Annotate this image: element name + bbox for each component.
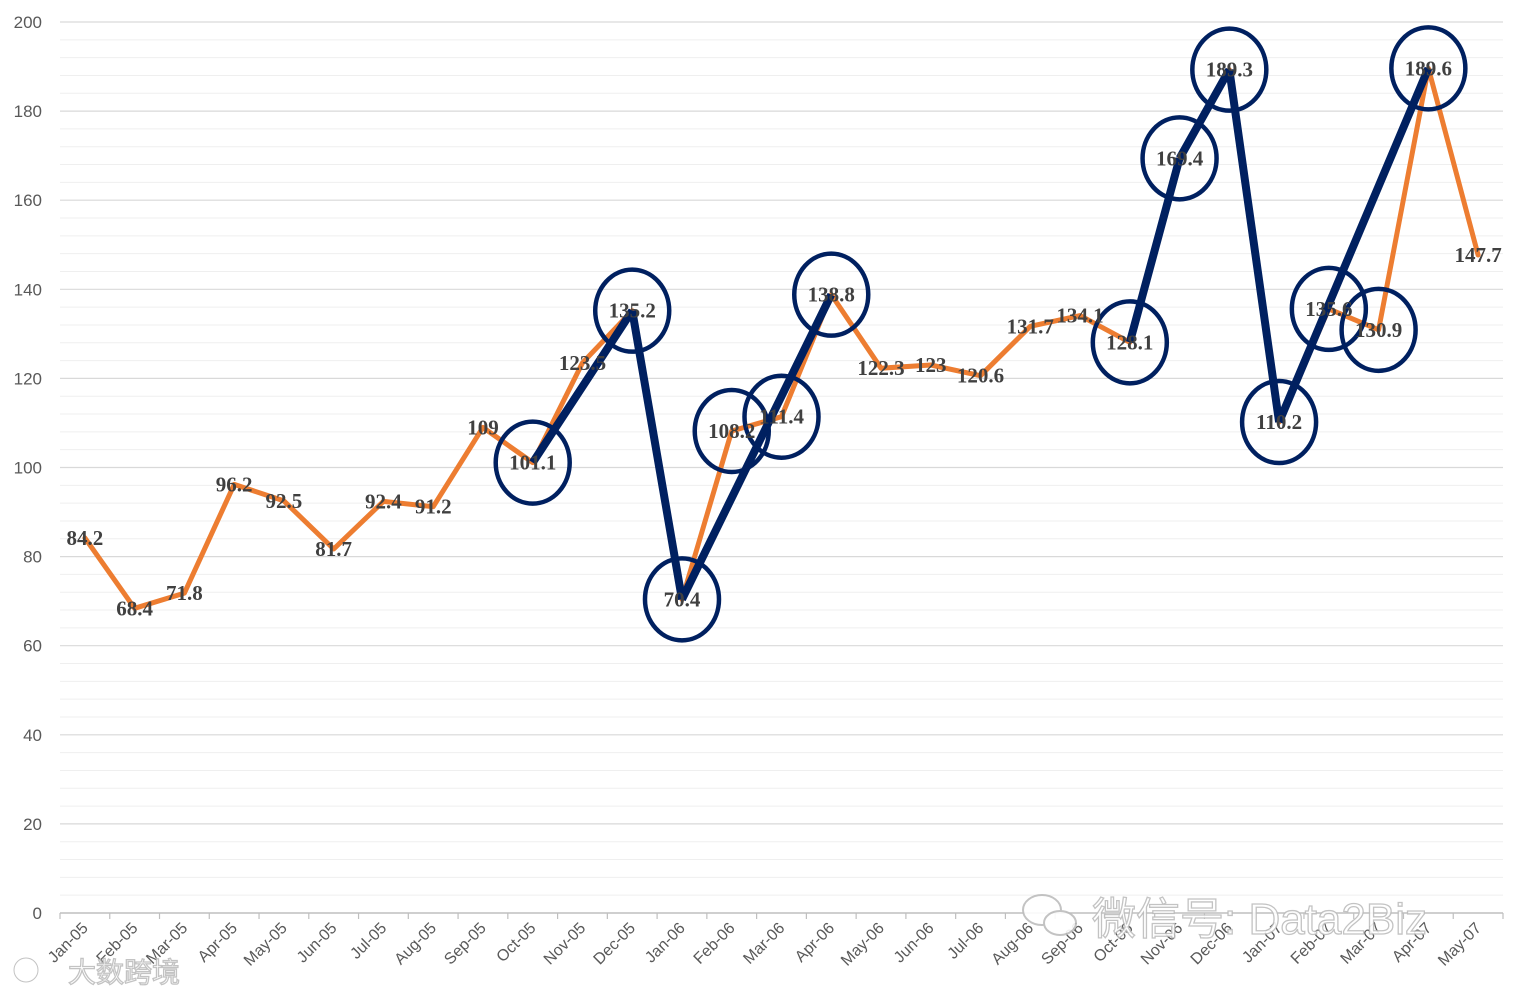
y-tick-label: 100 — [14, 459, 42, 478]
highlight-circle — [792, 251, 871, 338]
x-tick-label: Aug-05 — [392, 920, 441, 969]
data-label: 123.5 — [559, 351, 606, 375]
x-tick-label: Dec-05 — [591, 920, 640, 969]
highlight-circle — [1389, 25, 1468, 112]
watermark-top-text: 微信号: Data2Biz — [1092, 895, 1427, 944]
data-label: 81.7 — [315, 537, 352, 561]
trend-segment — [529, 308, 636, 465]
highlight-circle — [1190, 26, 1269, 113]
data-label: 92.4 — [365, 489, 402, 513]
wechat-icon — [1022, 894, 1077, 936]
data-label: 130.9 — [1355, 318, 1402, 342]
highlight-circle — [692, 387, 771, 475]
data-label: 134.1 — [1056, 304, 1103, 328]
highlight-circle — [1339, 286, 1418, 374]
y-tick-label: 0 — [33, 904, 42, 923]
data-label: 109 — [467, 415, 499, 439]
x-tick-label: Sep-05 — [441, 920, 490, 969]
data-label: 189.3 — [1206, 58, 1253, 82]
highlight-circle — [742, 373, 821, 460]
x-tick-label: Apr-06 — [792, 920, 838, 966]
data-label: 68.4 — [116, 596, 153, 620]
data-label: 108.2 — [708, 419, 755, 443]
x-tick-label: May-05 — [241, 920, 291, 970]
data-label: 120.6 — [957, 364, 1004, 388]
data-label: 122.3 — [857, 356, 904, 380]
data-label: 70.4 — [664, 587, 701, 611]
highlight-circle — [642, 556, 722, 643]
x-tick-label: Oct-05 — [494, 920, 540, 966]
annotations — [493, 25, 1468, 643]
y-tick-label: 20 — [23, 815, 42, 834]
trend-segment — [1275, 66, 1433, 424]
data-label: 91.2 — [415, 495, 452, 519]
highlight-circle — [493, 419, 572, 506]
highlight-circle — [1289, 265, 1369, 353]
x-tick-label: Nov-05 — [541, 920, 590, 969]
y-tick-label: 120 — [14, 369, 42, 388]
data-label: 110.2 — [1256, 410, 1302, 434]
x-tick-label: Jun-05 — [294, 920, 341, 967]
data-label: 92.5 — [266, 489, 303, 513]
x-tick-label: Apr-05 — [195, 920, 241, 966]
data-label: 169.4 — [1156, 146, 1204, 170]
highlight-circle — [592, 267, 672, 354]
x-tick-label: Jul-06 — [945, 920, 988, 963]
data-label: 111.4 — [759, 405, 804, 429]
highlight-circle — [1140, 115, 1219, 202]
y-tick-label: 200 — [14, 13, 42, 32]
data-label: 101.1 — [509, 451, 556, 475]
y-tick-label: 80 — [23, 548, 42, 567]
x-tick-label: Aug-06 — [989, 920, 1038, 969]
brand-logo-icon — [12, 956, 40, 984]
data-label: 138.8 — [808, 283, 855, 307]
trend-segment — [1176, 67, 1233, 161]
data-label: 96.2 — [216, 472, 253, 496]
highlight-circle — [1239, 378, 1319, 466]
x-tick-label: May-06 — [838, 920, 888, 970]
data-label: 189.6 — [1405, 56, 1452, 80]
y-tick-label: 60 — [23, 637, 42, 656]
x-tick-label: Jun-06 — [891, 920, 938, 967]
data-label: 135.6 — [1305, 297, 1352, 321]
data-label: 131.7 — [1007, 314, 1054, 338]
data-labels: 84.2 68.4 71.8 96.2 92.5 81.7 92.4 91.2 109 101.1… — [67, 56, 1502, 620]
y-axis: 0 20 40 60 80 100 120 140 160 180 200 — [14, 13, 42, 923]
y-tick-label: 140 — [14, 280, 42, 299]
x-tick-label: Mar-06 — [740, 920, 788, 968]
highlight-circle — [1090, 299, 1170, 386]
gridlines — [60, 21, 1503, 896]
data-label: 135.2 — [609, 299, 656, 323]
data-label: 147.7 — [1454, 243, 1501, 267]
watermark: 微信号: Data2Biz 大数跨境 — [12, 894, 1428, 989]
data-label: 128.1 — [1106, 330, 1153, 354]
trend-segment — [628, 310, 686, 601]
data-label: 123 — [915, 353, 947, 377]
y-tick-label: 160 — [14, 191, 42, 210]
x-tick-label: May-07 — [1435, 920, 1485, 970]
y-tick-label: 180 — [14, 102, 42, 121]
trend-segment — [1225, 69, 1284, 423]
data-label: 84.2 — [67, 526, 104, 550]
data-label: 71.8 — [166, 581, 203, 605]
x-tick-label: Feb-06 — [691, 920, 739, 968]
watermark-bottom-text: 大数跨境 — [68, 957, 180, 988]
x-tick-label: Jul-05 — [347, 920, 390, 963]
y-tick-label: 40 — [23, 726, 42, 745]
trend-segment — [1125, 157, 1184, 344]
x-tick-label: Jan-06 — [642, 920, 689, 967]
